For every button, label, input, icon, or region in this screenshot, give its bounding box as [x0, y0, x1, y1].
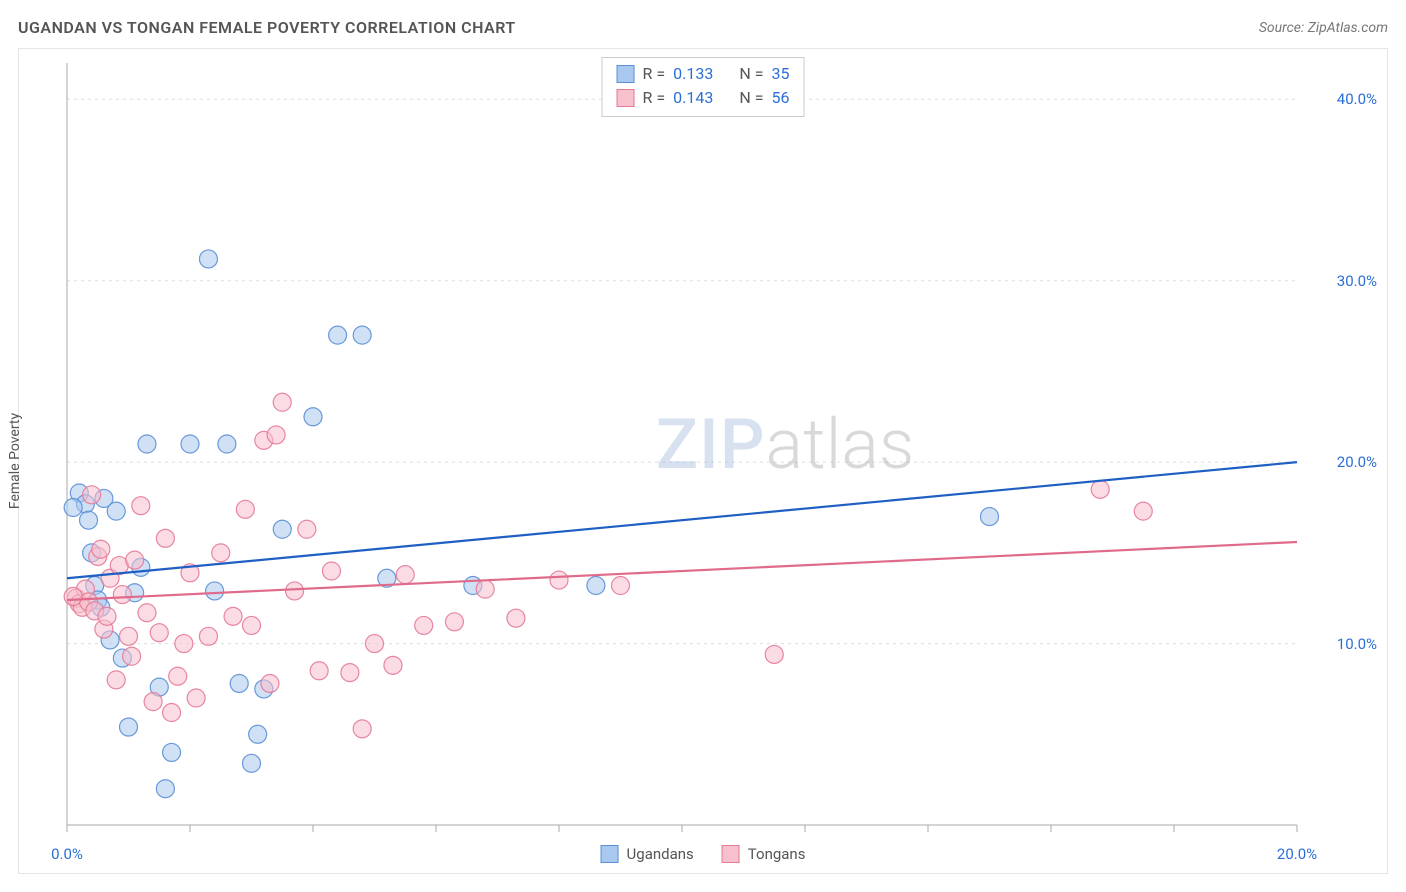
- stat-N-value-tongans: 56: [771, 86, 789, 110]
- scatter-plot: [19, 49, 1387, 873]
- series-legend: Ugandans Tongans: [601, 845, 806, 863]
- chart-title: UGANDAN VS TONGAN FEMALE POVERTY CORRELA…: [18, 18, 516, 37]
- stat-R-label: R =: [643, 86, 666, 110]
- swatch-ugandans: [617, 65, 635, 83]
- stat-R-value-ugandans: 0.133: [673, 62, 713, 86]
- stats-row-ugandans: R = 0.133 N = 35: [617, 62, 790, 86]
- x-tick-label: 20.0%: [1277, 845, 1317, 863]
- x-tick-label: 0.0%: [51, 845, 83, 863]
- y-tick-label: 10.0%: [1337, 635, 1377, 653]
- stat-R-value-tongans: 0.143: [673, 86, 713, 110]
- stat-N-label: N =: [739, 62, 763, 86]
- stat-R-label: R =: [643, 62, 666, 86]
- chart-container: Female Poverty ZIPatlas R =0.133N =35R =…: [18, 48, 1388, 874]
- y-tick-label: 20.0%: [1337, 453, 1377, 471]
- y-tick-label: 40.0%: [1337, 90, 1377, 108]
- legend-label-ugandans: Ugandans: [627, 845, 694, 863]
- y-tick-label: 30.0%: [1337, 272, 1377, 290]
- stats-legend-box: R = 0.133 N = 35 R = 0.143 N = 56: [602, 57, 805, 117]
- legend-swatch-ugandans: [601, 845, 619, 863]
- legend-label-tongans: Tongans: [748, 845, 806, 863]
- stat-N-value-ugandans: 35: [771, 62, 789, 86]
- legend-item-tongans: Tongans: [722, 845, 806, 863]
- legend-swatch-tongans: [722, 845, 740, 863]
- stats-row-tongans: R = 0.143 N = 56: [617, 86, 790, 110]
- stat-N-label: N =: [739, 86, 763, 110]
- swatch-tongans: [617, 89, 635, 107]
- legend-item-ugandans: Ugandans: [601, 845, 694, 863]
- source-label: Source: ZipAtlas.com: [1259, 20, 1388, 36]
